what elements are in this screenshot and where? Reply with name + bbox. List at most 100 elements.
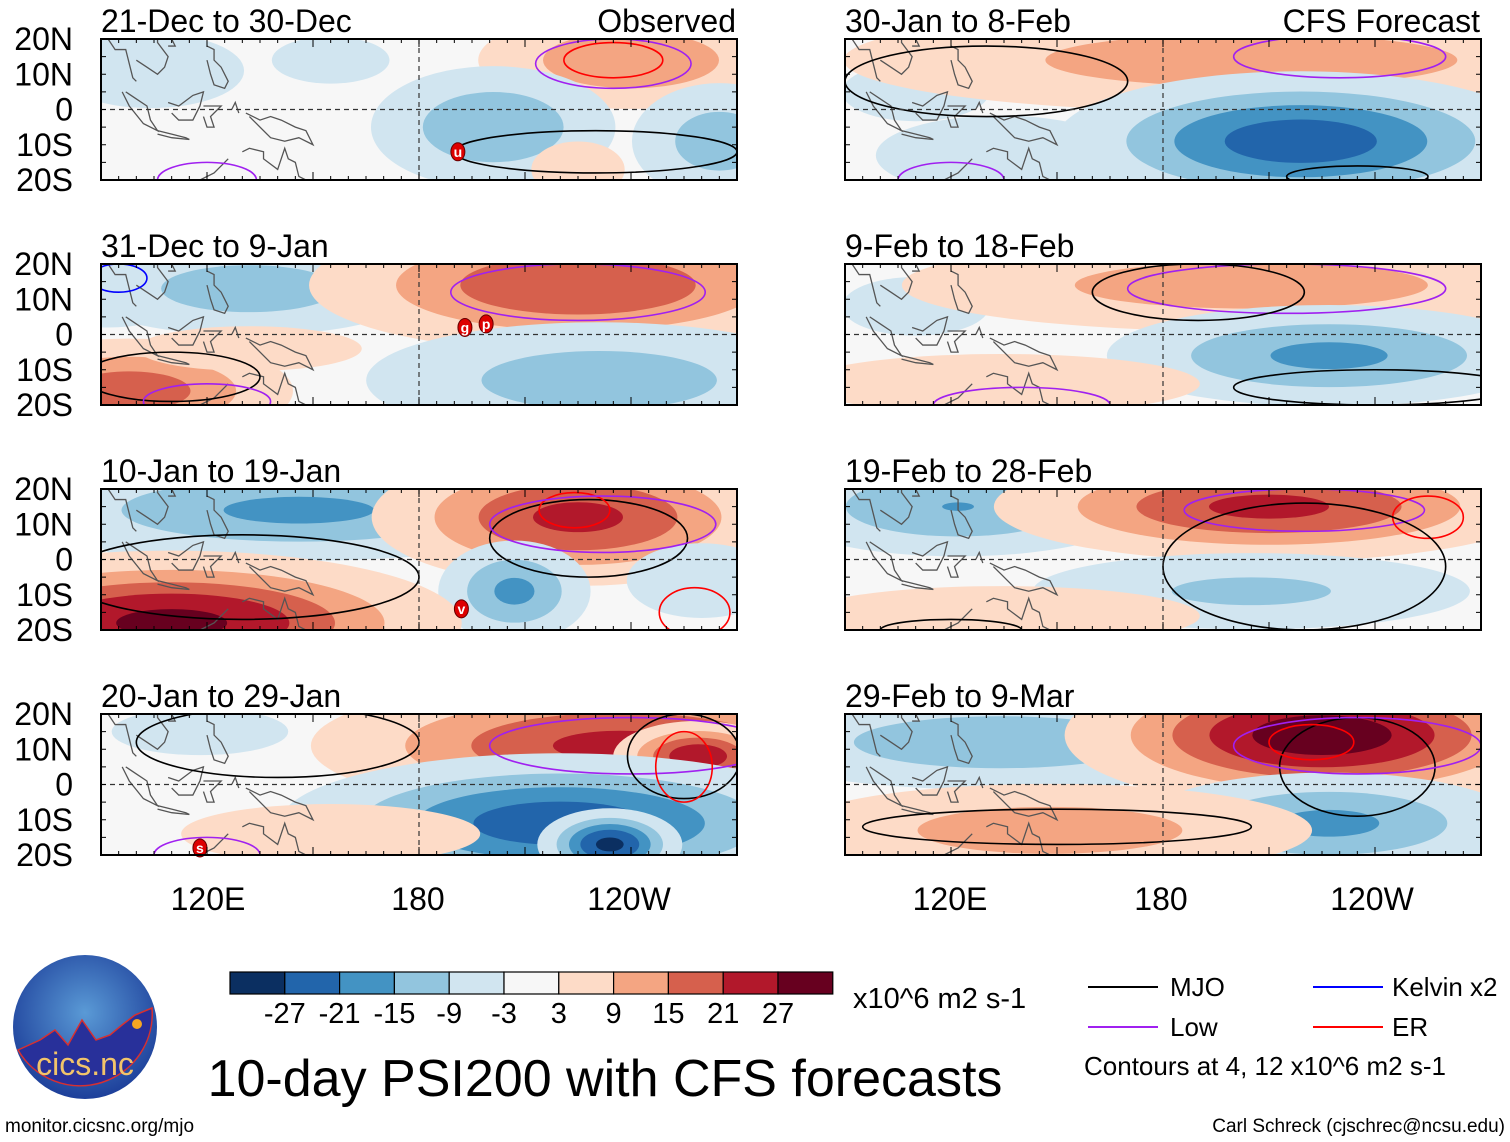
colorbar-swatch: [339, 971, 396, 995]
coastline: [168, 714, 177, 722]
coastline: [851, 264, 881, 307]
coastline: [946, 555, 967, 578]
lat-label: 10N: [14, 731, 73, 767]
colorbar-tick-label: -21: [319, 998, 361, 1030]
coastline: [245, 562, 315, 597]
coastline: [135, 489, 169, 526]
coastline: [168, 489, 177, 497]
coastline: [879, 489, 913, 526]
legend-mjo-label: MJO: [1170, 972, 1225, 1002]
coastline: [245, 112, 315, 147]
contour-er: [654, 730, 714, 803]
anomaly-field: [101, 489, 737, 630]
colorbar: -27 -21 -15 -9 -3 3 9 15 21 27: [229, 971, 834, 1030]
coastline: [912, 39, 921, 47]
coastline: [911, 540, 949, 571]
contour-blue: [101, 264, 148, 293]
contour-mjo: [845, 45, 1129, 118]
lat-label: 0: [55, 542, 73, 578]
lat-label: 20N: [14, 246, 73, 282]
coastline: [932, 596, 1051, 630]
contour-low: [1126, 264, 1447, 315]
coastline: [202, 330, 223, 353]
coastline: [989, 112, 1059, 147]
coastline: [135, 39, 169, 76]
contour-low: [488, 495, 717, 554]
anomaly-contour-fill: [460, 264, 696, 315]
lat-label: 20N: [14, 471, 73, 507]
colorbar-swatch: [503, 971, 560, 995]
anomaly-contour-fill: [116, 609, 228, 630]
lat-label: 20S: [16, 387, 73, 423]
colorbar-tick-label: 15: [652, 998, 684, 1030]
coastline: [188, 821, 307, 855]
lat-label: 20S: [16, 837, 73, 873]
coastline: [206, 495, 229, 540]
contour-low: [156, 161, 258, 180]
panel-date-range: 31-Dec to 9-Jan: [101, 228, 329, 264]
anomaly-field: [101, 714, 737, 855]
coastline: [202, 780, 223, 803]
coastline: [167, 540, 205, 571]
coastline: [879, 264, 913, 301]
colorbar-swatch: [722, 971, 779, 995]
coastline: [901, 355, 934, 366]
coastline: [879, 39, 913, 76]
coastline: [946, 330, 967, 353]
storm-letter: s: [196, 840, 204, 856]
anomaly-contour-fill: [101, 39, 245, 109]
panel-date-range: 21-Dec to 30-Dec: [101, 3, 352, 39]
contour-low: [1232, 39, 1447, 79]
anomaly-contour-fill: [161, 265, 338, 313]
legend-kelvin-label: Kelvin x2: [1392, 972, 1498, 1002]
anomaly-contour-fill: [1224, 119, 1377, 163]
cics-logo: cics.nc: [13, 955, 157, 1099]
panel-date-range: 19-Feb to 28-Feb: [845, 453, 1092, 489]
panel-source-label: Observed: [597, 3, 736, 39]
coastline: [989, 562, 1059, 597]
coastline: [188, 371, 307, 405]
anomaly-contour-fill: [875, 115, 1126, 180]
colorbar-tick-label: -15: [373, 998, 415, 1030]
coastline: [950, 45, 973, 90]
colorbar-swatch: [448, 971, 505, 995]
storm-letter: u: [454, 144, 463, 160]
anomaly-contour-fill: [137, 326, 362, 372]
lat-label: 0: [55, 767, 73, 803]
coastline: [946, 105, 967, 128]
coastline: [911, 315, 949, 346]
anomaly-field: [845, 489, 1481, 630]
anomaly-contour-fill: [531, 141, 625, 180]
anomaly-contour-fill: [223, 496, 375, 524]
map-panel: 19-Feb to 28-Feb: [844, 453, 1482, 631]
contour-low: [534, 39, 692, 90]
lat-label: 20N: [14, 21, 73, 57]
contour-low: [932, 386, 1111, 405]
lon-label: 120W: [1330, 881, 1414, 917]
anomaly-contour-fill: [481, 350, 717, 405]
coastline: [879, 714, 913, 751]
colorbar-swatch: [284, 971, 341, 995]
legend-low-label: Low: [1170, 1012, 1218, 1042]
colorbar-swatch: [612, 971, 669, 995]
colorbar-tick-label: 3: [551, 998, 567, 1030]
lat-label: 0: [55, 317, 73, 353]
anomaly-field: [845, 714, 1481, 855]
anomaly-contour-fill: [271, 39, 390, 84]
lat-label: 10N: [14, 281, 73, 317]
legend-er-label: ER: [1392, 1012, 1428, 1042]
anomaly-contour-fill: [626, 543, 737, 618]
lon-label: 120E: [913, 881, 988, 917]
anomaly-contour-fill: [101, 371, 191, 405]
coastline: [202, 105, 223, 128]
coastline: [932, 821, 1051, 855]
lon-label: 180: [1134, 881, 1187, 917]
units-label: x10^6 m2 s-1: [853, 983, 1026, 1015]
anomaly-contour-fill: [1209, 494, 1329, 519]
lat-label: 10S: [16, 577, 73, 613]
lat-label: 10S: [16, 802, 73, 838]
anomaly-contour-fill: [595, 837, 624, 852]
contour-low: [153, 836, 261, 855]
